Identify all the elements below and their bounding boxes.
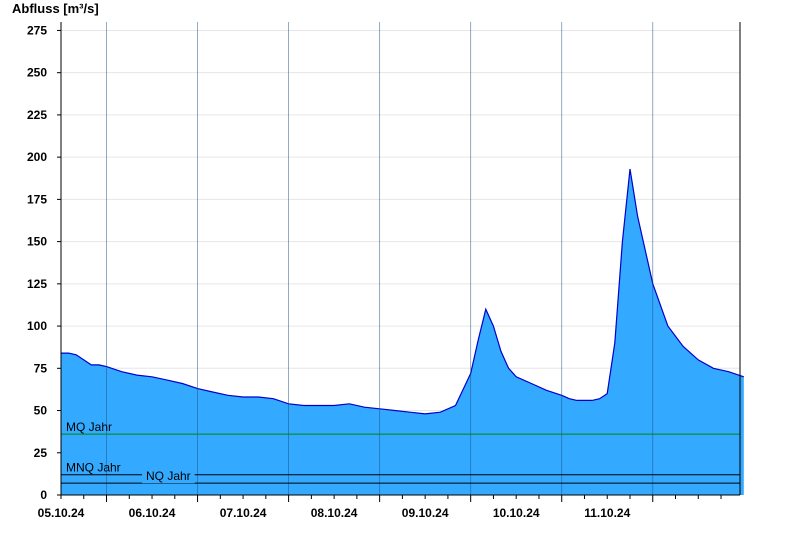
reference-line-label: MQ Jahr <box>66 420 112 434</box>
y-tick-label: 175 <box>27 192 47 206</box>
plot-frame <box>60 22 741 496</box>
x-axis-ticks: 05.10.24 06.10.24 07.10.24 08.10.24 09.10.24… <box>38 495 722 520</box>
y-tick-label: 250 <box>27 66 47 80</box>
y-tick-label: 25 <box>34 446 48 460</box>
y-tick-label: 225 <box>27 108 47 122</box>
discharge-area <box>61 22 744 495</box>
reference-label-bg <box>142 469 195 484</box>
reference-lines: MQ Jahr MNQ Jahr NQ Jahr <box>61 420 740 484</box>
y-tick-label: 150 <box>27 235 47 249</box>
y-tick-label: 0 <box>40 488 47 502</box>
y-tick-label: 100 <box>27 319 47 333</box>
x-tick-label: 06.10.24 <box>129 506 176 520</box>
y-axis-title: Abfluss [m³/s] <box>12 1 99 16</box>
y-tick-label: 125 <box>27 277 47 291</box>
x-tick-label: 09.10.24 <box>402 506 449 520</box>
y-tick-label: 75 <box>34 361 48 375</box>
y-tick-label: 50 <box>34 404 48 418</box>
y-axis-ticks: 0 25 50 75 100 125 150 175 200 225 250 275 <box>27 23 61 502</box>
x-tick-label: 05.10.24 <box>38 506 85 520</box>
discharge-fill <box>61 169 744 495</box>
x-tick-label: 10.10.24 <box>493 506 540 520</box>
discharge-line <box>61 168 744 415</box>
x-tick-label: 07.10.24 <box>220 506 267 520</box>
x-tick-label: 08.10.24 <box>311 506 358 520</box>
reference-line-label: MNQ Jahr <box>66 461 121 475</box>
y-tick-label: 275 <box>27 23 47 37</box>
reference-line-label: NQ Jahr <box>146 469 191 483</box>
x-tick-label: 11.10.24 <box>584 506 630 520</box>
y-tick-label: 200 <box>27 150 47 164</box>
